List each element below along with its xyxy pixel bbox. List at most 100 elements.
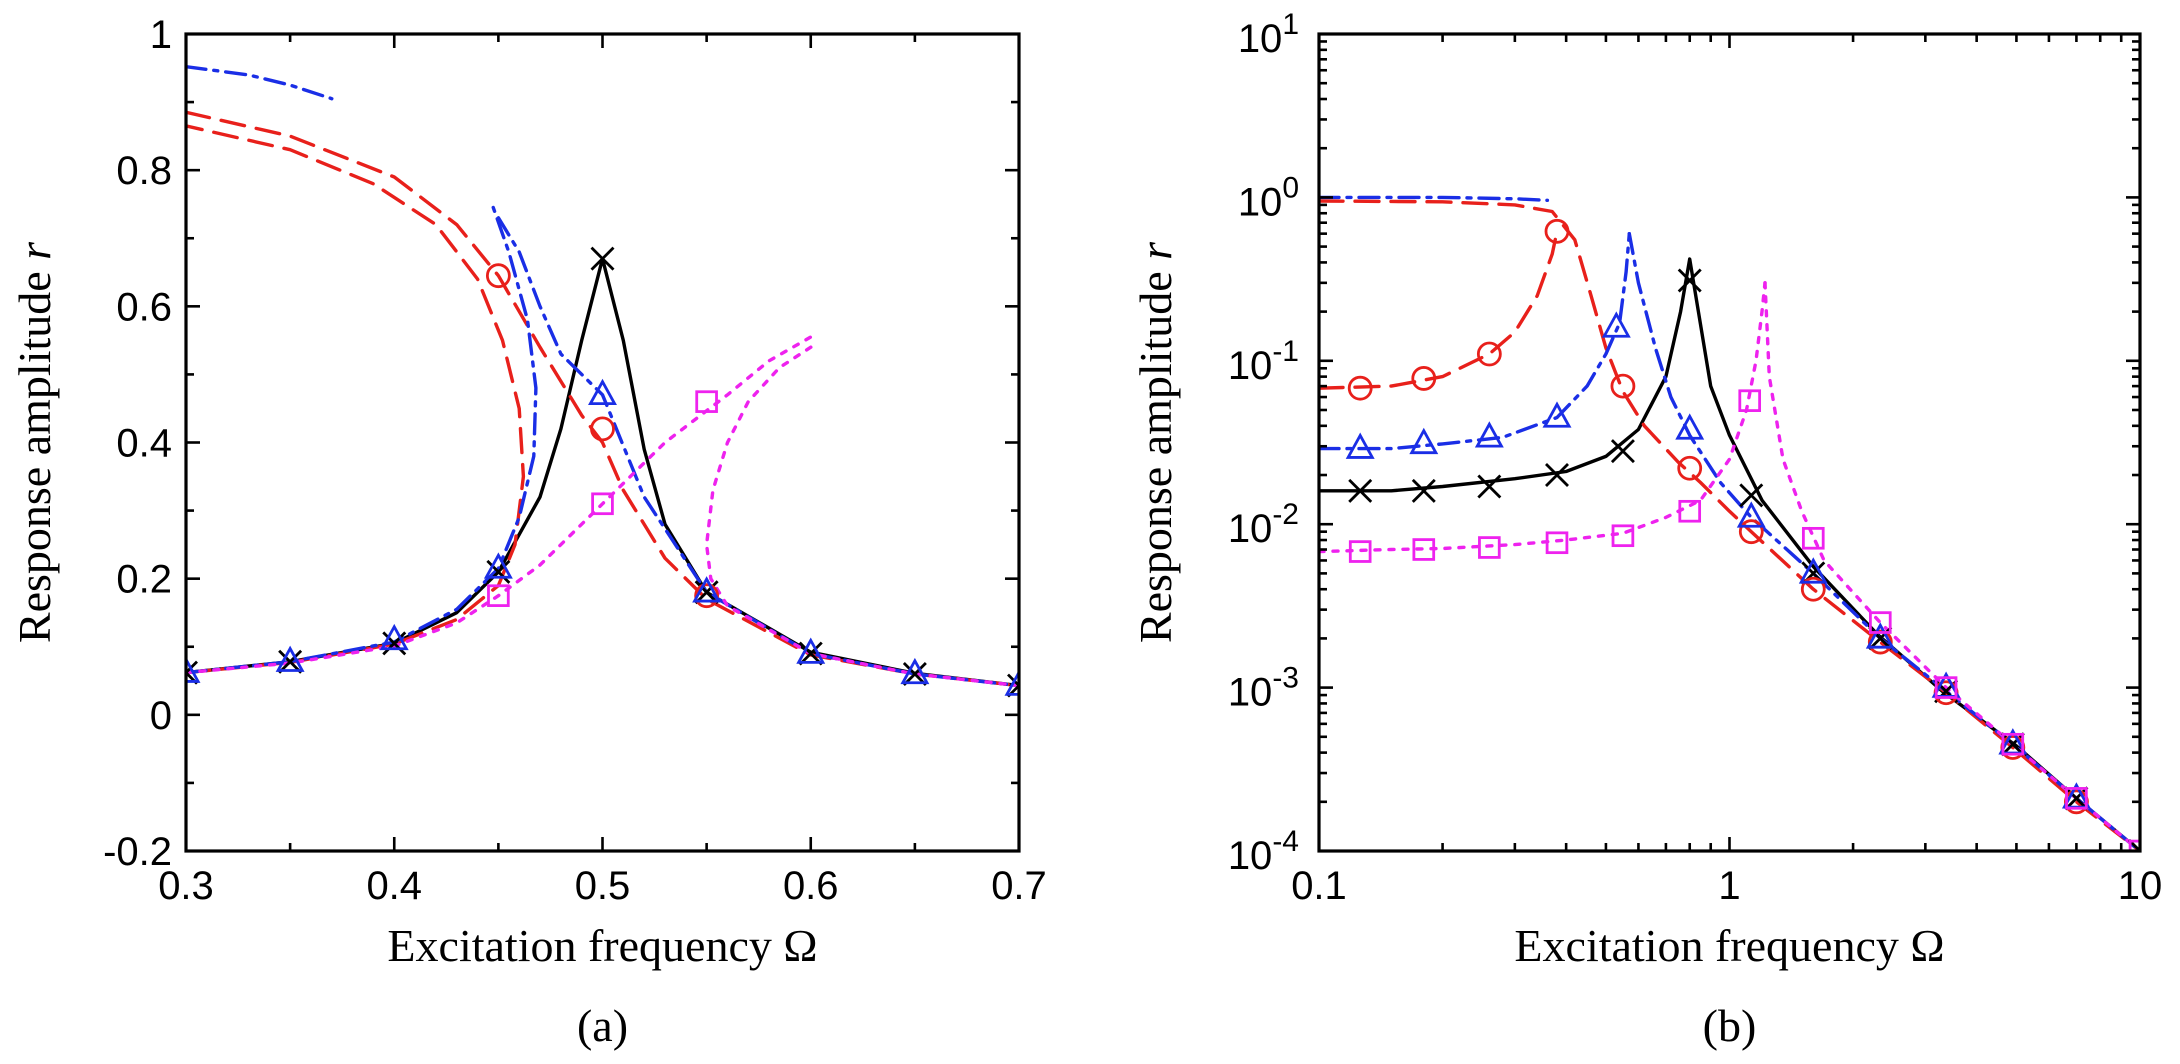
a-black-solid-x-marker-8 [1007,673,1019,698]
b-ytick-label-1: 10-3 [1228,662,1299,715]
a-blue-dashdot-triangle-marker-2 [379,623,409,651]
a-blue-dashdot-triangle-marker-1 [275,645,305,672]
b-xtick-label-0: 0.1 [1291,864,1347,908]
a-xtick-label-0: 0.3 [158,864,214,908]
b-ytick-label-2: 10-2 [1228,498,1299,551]
a-magenta-dotted-square-marker-0 [487,584,510,607]
chart-a-series [186,65,1019,698]
b-ytick-label-3: 10-1 [1228,335,1299,388]
b-black-solid-x-marker-5 [1677,268,1702,293]
chart-b-xlabel: Excitation frequency Ω [1514,920,1944,971]
b-blue-dashdot-triangle-line-1 [1627,232,2140,851]
b-black-solid-x-marker-0 [1348,478,1373,503]
a-blue-dashdot-triangle-marker-0 [186,656,201,683]
b-black-solid-x-marker-3 [1545,463,1569,488]
b-red-dashed-circle-marker-2 [1476,341,1502,367]
a-blue-dashdot-triangle-line-0 [186,202,538,675]
a-ytick-label-2: 0.2 [116,558,172,602]
b-blue-dashdot-triangle-line-2 [1319,195,1550,202]
a-blue-dashdot-triangle-marker-8 [1004,669,1019,696]
b-red-dashed-circle-marker-1 [1411,366,1437,391]
b-ytick-label-5: 101 [1238,8,1299,61]
a-black-solid-x-marker-3 [486,559,511,584]
chart-b-series [1319,195,2140,851]
a-magenta-dotted-square-line-1 [704,345,1019,688]
b-red-dashed-circle-marker-8 [1867,629,1893,655]
b-magenta-dotted-square-marker-5 [1678,499,1702,523]
b-xtick-label-1: 1 [1718,864,1740,908]
a-black-solid-x-marker-7 [902,661,927,686]
a-blue-dashdot-triangle-line-1 [496,216,1019,688]
b-magenta-dotted-square-marker-2 [1478,536,1501,559]
chart-b-ylabel: Response amplitude r [1130,241,1181,643]
b-red-dashed-circle-marker-0 [1347,375,1373,401]
a-xtick-label-1: 0.4 [366,864,422,908]
a-black-solid-x-marker-1 [278,649,303,674]
a-red-dashed-circle-marker-0 [485,263,511,289]
b-black-solid-x-marker-6 [1739,483,1764,508]
a-black-solid-x-marker-4 [590,246,615,271]
b-red-dashed-circle-line-0 [1319,229,1559,390]
a-magenta-dotted-square-marker-1 [591,492,614,516]
b-blue-dashdot-triangle-marker-2 [1474,421,1504,448]
b-red-dashed-circle-marker-4 [1610,373,1636,399]
b-black-solid-x-marker-4 [1610,439,1635,464]
a-blue-dashdot-triangle-line-2 [186,65,334,101]
b-magenta-dotted-square-marker-0 [1348,540,1372,563]
b-red-dashed-circle-marker-6 [1738,519,1764,545]
b-blue-dashdot-triangle-marker-3 [1542,401,1572,428]
b-blue-dashdot-triangle-marker-0 [1345,432,1375,459]
b-blue-dashdot-triangle-marker-5 [1675,413,1705,440]
b-ytick-label-0: 10-4 [1228,825,1299,878]
b-red-dashed-circle-marker-3 [1544,218,1570,244]
b-magenta-dotted-square-marker-6 [1738,389,1762,412]
a-blue-dashdot-triangle-marker-6 [796,637,826,664]
a-blue-dashdot-triangle-marker-7 [900,657,930,685]
b-magenta-dotted-square-line-1 [1763,281,2140,851]
a-blue-dashdot-triangle-marker-4 [588,378,617,406]
a-red-dashed-circle-line-0 [186,124,526,675]
a-ytick-label-1: 0 [150,694,172,738]
a-magenta-dotted-square-marker-2 [695,390,718,413]
b-magenta-dotted-square-marker-7 [1801,526,1825,550]
b-red-dashed-circle-marker-7 [1800,576,1826,602]
chart-a-ylabel: Response amplitude r [9,241,60,643]
a-xtick-label-2: 0.5 [575,864,631,908]
a-ytick-label-5: 0.8 [116,149,172,193]
a-black-solid-x-marker-0 [186,660,198,685]
chart-a-panel-label: (a) [577,1000,628,1051]
b-magenta-dotted-square-marker-8 [1868,611,1892,634]
b-magenta-dotted-square-marker-10 [2001,732,2025,756]
a-plot-area [186,65,1019,698]
chart-a-xlabel: Excitation frequency Ω [387,920,817,971]
b-magenta-dotted-square-line-0 [1319,281,1767,554]
b-plot-area [1319,195,2140,851]
b-red-dashed-circle-marker-5 [1677,455,1703,481]
a-xtick-label-4: 0.7 [991,864,1047,908]
a-black-solid-x-marker-2 [382,631,407,656]
b-black-solid-x-line-0 [1319,257,2140,851]
a-ytick-label-3: 0.4 [116,422,172,466]
b-magenta-dotted-square-marker-4 [1611,524,1635,548]
b-blue-dashdot-triangle-marker-1 [1409,427,1439,455]
a-black-solid-x-marker-6 [798,641,823,666]
a-ytick-label-4: 0.6 [116,285,172,329]
b-blue-dashdot-triangle-marker-6 [1736,501,1766,528]
a-red-dashed-circle-marker-1 [590,416,615,442]
b-magenta-dotted-square-marker-9 [1934,676,1958,699]
b-blue-dashdot-triangle-marker-8 [1865,622,1895,649]
b-xtick-label-2: 10 [2118,864,2163,908]
a-blue-dashdot-triangle-marker-3 [483,552,513,579]
chart-b-panel-label: (b) [1703,1000,1757,1051]
a-blue-dashdot-triangle-marker-5 [692,576,722,603]
b-black-solid-x-marker-12 [2128,839,2140,851]
b-black-solid-x-marker-2 [1477,474,1502,499]
b-blue-dashdot-triangle-marker-7 [1798,557,1828,584]
a-xtick-label-3: 0.6 [783,864,839,908]
chart-a-ticks: 0.3 0.4 0.5 0.6 0.7 -0.2 0 0.2 0.4 0.6 0.8 1 [103,13,1047,908]
b-magenta-dotted-square-marker-1 [1412,538,1436,561]
a-ytick-label-0: -0.2 [103,830,172,874]
b-blue-dashdot-triangle-line-0 [1319,232,1631,451]
a-red-dashed-circle-marker-2 [694,583,720,609]
